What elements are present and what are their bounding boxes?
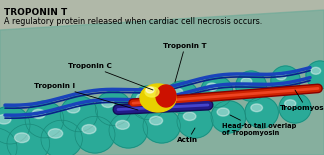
Ellipse shape [41,120,82,155]
Ellipse shape [136,94,149,102]
Ellipse shape [82,125,96,134]
Ellipse shape [217,108,229,116]
Ellipse shape [271,66,300,95]
Ellipse shape [25,101,64,138]
Text: Actin: Actin [178,128,199,143]
Text: TROPONIN T: TROPONIN T [4,8,67,17]
Ellipse shape [140,84,176,112]
Ellipse shape [156,85,176,107]
Ellipse shape [251,104,262,112]
Ellipse shape [311,67,321,74]
Ellipse shape [0,128,17,155]
Ellipse shape [306,61,324,89]
Ellipse shape [60,96,98,132]
Ellipse shape [276,73,286,80]
Ellipse shape [166,81,199,113]
Ellipse shape [201,76,233,107]
Text: Troponin T: Troponin T [163,43,207,82]
Ellipse shape [48,129,63,138]
Ellipse shape [171,88,183,96]
Ellipse shape [241,78,252,85]
Ellipse shape [236,71,266,101]
Ellipse shape [206,83,217,91]
Ellipse shape [284,100,296,107]
Ellipse shape [145,87,159,97]
Ellipse shape [102,99,114,107]
Ellipse shape [150,116,163,125]
Ellipse shape [7,124,50,155]
Ellipse shape [75,116,115,153]
Ellipse shape [245,97,278,128]
Text: Troponin I: Troponin I [34,83,138,110]
Ellipse shape [279,93,311,123]
Ellipse shape [95,91,131,126]
Ellipse shape [177,105,213,138]
Ellipse shape [143,108,180,143]
Ellipse shape [116,120,129,129]
Polygon shape [0,10,324,155]
Text: Troponin C: Troponin C [68,63,153,90]
Ellipse shape [0,115,11,124]
Text: A regulatory protein released when cardiac cell necrosis occurs.: A regulatory protein released when cardi… [4,17,262,26]
Text: Tropomyosin: Tropomyosin [280,90,324,111]
Ellipse shape [211,101,246,133]
Text: Head-to tail overlap
of Tropomyosin: Head-to tail overlap of Tropomyosin [222,115,296,136]
Ellipse shape [109,112,148,148]
Ellipse shape [131,86,165,120]
Ellipse shape [183,112,196,120]
Ellipse shape [67,104,80,113]
Ellipse shape [32,109,45,119]
Ellipse shape [0,106,30,144]
Ellipse shape [15,133,29,143]
Ellipse shape [146,87,154,93]
